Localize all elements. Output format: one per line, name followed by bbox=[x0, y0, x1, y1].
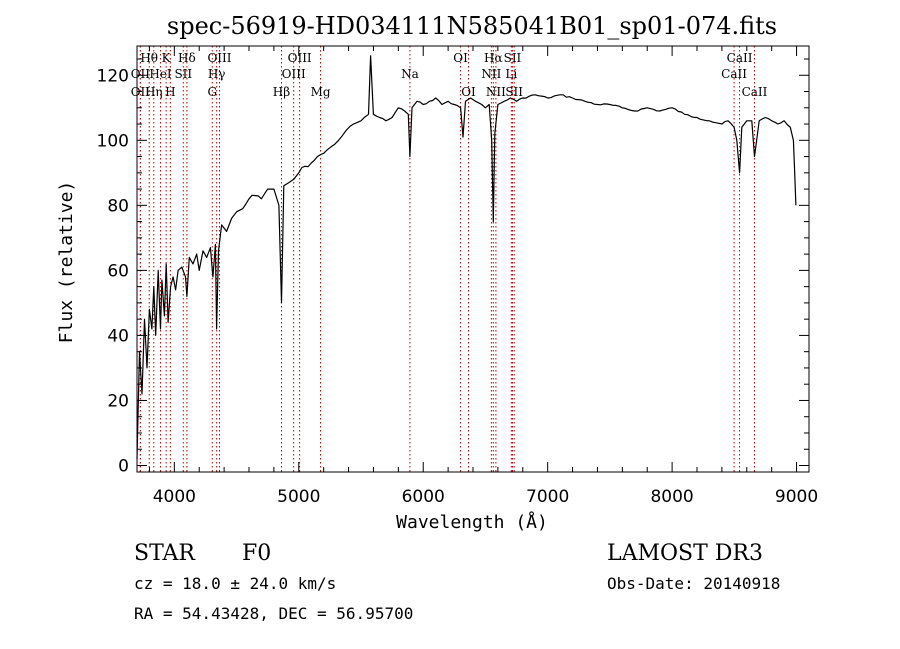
line-marker-label: CaII bbox=[727, 51, 753, 65]
x-tick-label: 4000 bbox=[153, 487, 196, 507]
line-marker-label: Li bbox=[505, 67, 517, 81]
line-marker-label: Hη bbox=[145, 85, 163, 99]
x-tick-label: 8000 bbox=[650, 487, 693, 507]
y-axis: 0 20 40 60 80 100 120 bbox=[97, 58, 809, 476]
line-marker-label: SII bbox=[505, 85, 523, 99]
x-tick-label: 7000 bbox=[526, 487, 569, 507]
object-type: STAR bbox=[134, 541, 196, 566]
line-marker-label: NII bbox=[481, 67, 501, 81]
x-axis-label: Wavelength (Å) bbox=[396, 511, 548, 533]
obs-date-label: Obs-Date: 20140918 bbox=[607, 574, 780, 593]
y-tick-label: 100 bbox=[97, 131, 129, 151]
y-axis-label: Flux (relative) bbox=[56, 181, 77, 344]
line-marker-label: OIII bbox=[282, 67, 306, 81]
line-marker-label: Hα bbox=[484, 51, 503, 65]
y-tick-label: 80 bbox=[107, 196, 129, 216]
y-tick-label: 60 bbox=[107, 261, 129, 281]
spectrum-line bbox=[136, 55, 797, 460]
y-tick-label: 40 bbox=[107, 326, 129, 346]
x-tick-label: 6000 bbox=[402, 487, 445, 507]
y-tick-label: 120 bbox=[97, 66, 129, 86]
x-axis: 4000 5000 6000 7000 8000 9000 bbox=[148, 46, 818, 507]
coords-label: RA = 54.43428, DEC = 56.95700 bbox=[134, 604, 413, 623]
object-subclass: F0 bbox=[242, 541, 271, 566]
y-tick-label: 0 bbox=[118, 456, 129, 476]
x-tick-label: 5000 bbox=[277, 487, 320, 507]
x-tick-label: 9000 bbox=[775, 487, 818, 507]
line-marker-label: K bbox=[162, 51, 172, 65]
y-tick-label: 20 bbox=[107, 391, 129, 411]
line-marker-label: OII bbox=[131, 67, 151, 81]
line-marker-label: Hβ bbox=[273, 85, 290, 99]
line-marker-label: NII bbox=[486, 85, 506, 99]
line-marker-label: OI bbox=[453, 51, 468, 65]
chart-title: spec-56919-HD034111N585041B01_sp01-074.f… bbox=[167, 12, 777, 40]
line-marker-label: H bbox=[165, 85, 175, 99]
redshift-label: cz = 18.0 ± 24.0 km/s bbox=[134, 574, 336, 593]
line-marker-label: CaII bbox=[742, 85, 768, 99]
line-marker-label: Hγ bbox=[208, 67, 226, 81]
line-marker-label: SII bbox=[504, 51, 522, 65]
line-marker-label: SII bbox=[174, 67, 192, 81]
line-marker-label: Hδ bbox=[178, 51, 196, 65]
line-marker-label: OIII bbox=[288, 51, 312, 65]
line-marker-label: Mg bbox=[311, 85, 331, 99]
line-marker-label: CaII bbox=[721, 67, 747, 81]
line-marker-label: OI bbox=[461, 85, 476, 99]
line-marker-label: OIII bbox=[207, 51, 231, 65]
line-marker-label: HeI bbox=[149, 67, 172, 81]
line-marker-label: Hθ bbox=[140, 51, 158, 65]
line-marker-label: G bbox=[207, 85, 217, 99]
survey-label: LAMOST DR3 bbox=[607, 541, 763, 566]
line-marker-lines bbox=[139, 46, 755, 472]
line-marker-label: Na bbox=[401, 67, 419, 81]
